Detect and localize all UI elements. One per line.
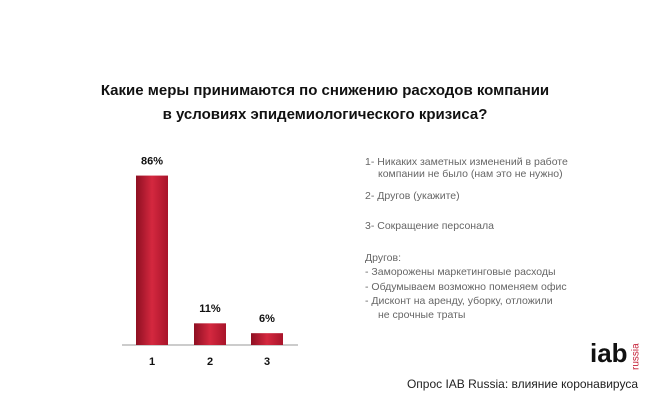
note: не срочные траты (378, 309, 465, 321)
data-label: 6% (259, 313, 275, 325)
logo-sub: russia (631, 343, 642, 370)
note: - Заморожены маркетинговые расходы (365, 266, 556, 278)
x-tick-label: 1 (149, 356, 155, 368)
note: компании не было (нам это не нужно) (378, 168, 563, 180)
bar (251, 333, 283, 345)
note: 3- Сокращение персонала (365, 220, 494, 232)
logo: iab (590, 338, 628, 368)
data-label: 86% (141, 155, 163, 167)
note: - Дисконт на аренду, уборку, отложили (365, 295, 553, 307)
bar (194, 323, 226, 345)
note: Другов: (365, 252, 401, 264)
chart-title: Какие меры принимаются по снижению расхо… (101, 82, 549, 99)
bar (136, 175, 168, 345)
note: - Обдумываем возможно поменяем офис (365, 281, 567, 293)
source: Опрос IAB Russia: влияние коронавируса (407, 377, 638, 391)
x-tick-label: 3 (264, 356, 270, 368)
x-tick-label: 2 (207, 356, 213, 368)
chart-title: в условиях эпидемиологического кризиса? (163, 106, 488, 123)
note: 1- Никаких заметных изменений в работе (365, 156, 568, 168)
data-label: 11% (199, 303, 221, 315)
note: 2- Другов (укажите) (365, 190, 460, 202)
